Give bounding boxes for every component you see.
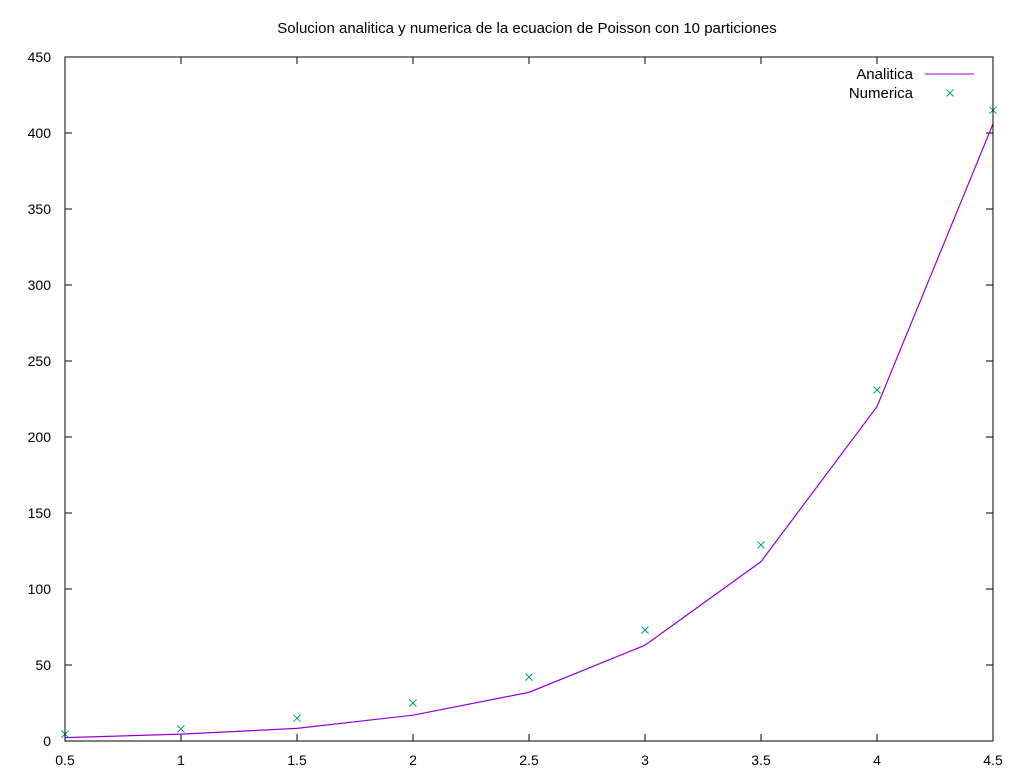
data-point-numerica (293, 714, 301, 723)
x-tick-label: 2.5 (519, 752, 539, 768)
chart-title: Solucion analitica y numerica de la ecua… (277, 20, 776, 37)
x-tick-label: 4.5 (983, 752, 1003, 768)
y-tick-label: 300 (28, 277, 52, 293)
y-tick-label: 250 (28, 353, 52, 369)
series-line-analitica (64, 123, 994, 739)
y-tick-label: 150 (28, 505, 52, 521)
plot-series (61, 106, 997, 739)
x-tick-label: 3 (641, 752, 649, 768)
data-point-numerica (873, 386, 881, 394)
x-tick-label: 0.5 (55, 752, 75, 768)
x-tick-label: 2 (409, 752, 417, 768)
legend-label-analitica: Analitica (856, 66, 913, 83)
legend-marker-numerica (946, 89, 954, 97)
y-tick-label: 100 (28, 581, 52, 597)
x-tick-label: 4 (873, 752, 881, 768)
y-tick-label: 350 (28, 201, 52, 217)
y-tick-label: 200 (28, 429, 52, 445)
y-tick-label: 450 (28, 49, 52, 65)
x-tick-label: 1.5 (287, 752, 307, 768)
y-tick-label: 50 (35, 657, 51, 673)
y-tick-label: 400 (28, 125, 52, 141)
legend-label-numerica: Numerica (849, 85, 914, 102)
axis-ticks: 0.5 1 1.5 2 2.5 3 3.5 4 4.5 0 50 100 150 200 250 300 350… (28, 49, 1003, 768)
data-point-numerica (757, 541, 765, 549)
plot-frame (64, 56, 994, 742)
data-point-numerica (525, 673, 533, 682)
legend: Analitica Numerica (849, 66, 974, 102)
x-tick-label: 3.5 (751, 752, 771, 768)
data-point-numerica (177, 724, 185, 733)
y-tick-label: 0 (43, 733, 51, 749)
data-point-numerica (641, 626, 649, 634)
data-point-numerica (409, 699, 417, 707)
x-tick-label: 1 (177, 752, 185, 768)
